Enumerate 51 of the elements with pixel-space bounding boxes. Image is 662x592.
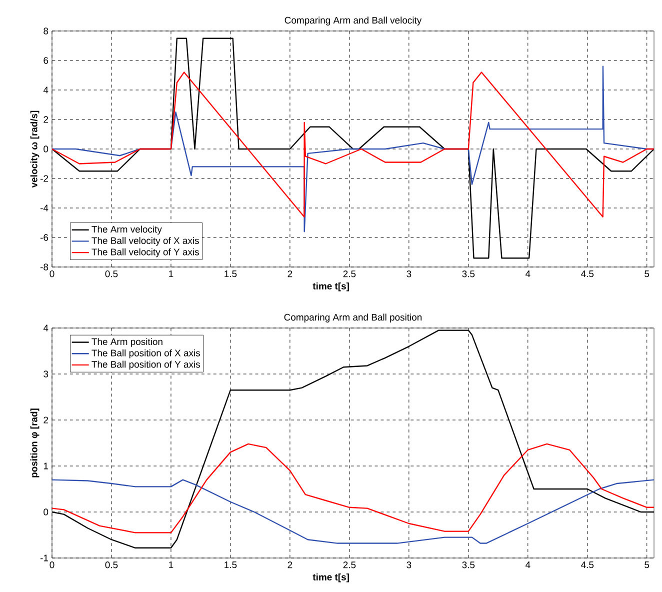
y-tick-label: 6 bbox=[44, 57, 48, 64]
x-tick-label: 4 bbox=[525, 562, 530, 568]
legend-label: The Arm velocity bbox=[92, 226, 162, 235]
x-tick-label: 4 bbox=[525, 270, 530, 278]
legend-label: The Arm position bbox=[92, 338, 162, 347]
x-tick-label: 1.5 bbox=[224, 270, 237, 278]
x-tick-label: 3.5 bbox=[462, 270, 475, 278]
y-tick-label: 2 bbox=[44, 416, 48, 424]
y-axis-title: velocity ω [rad/s] bbox=[30, 110, 40, 188]
line-series bbox=[52, 479, 654, 544]
y-tick-label: 1 bbox=[44, 462, 48, 470]
chart-title: Comparing Arm and Ball position bbox=[284, 314, 422, 322]
y-tick-label: 3 bbox=[44, 370, 48, 378]
chart-title: Comparing Arm and Ball velocity bbox=[284, 16, 422, 26]
x-tick-label: 0.5 bbox=[105, 270, 118, 278]
line-series bbox=[52, 443, 654, 534]
x-axis-title: time t[s] bbox=[312, 282, 349, 292]
y-tick-label: -1 bbox=[40, 554, 48, 562]
y-tick-label: 2 bbox=[44, 116, 48, 123]
x-tick-label: 2 bbox=[288, 270, 292, 278]
y-tick-label: -2 bbox=[40, 175, 48, 182]
x-tick-label: 1 bbox=[169, 270, 174, 278]
y-axis-title: position φ [rad] bbox=[30, 408, 40, 478]
x-tick-label: 5 bbox=[644, 270, 650, 278]
y-tick-label: -6 bbox=[40, 234, 48, 241]
x-tick-label: 0.5 bbox=[105, 562, 118, 568]
legend-label: The Ball velocity of Y axis bbox=[92, 248, 199, 258]
y-tick-label: 4 bbox=[43, 324, 48, 332]
x-tick-label: 3 bbox=[406, 270, 412, 278]
legend-label: The Ball velocity of X axis bbox=[92, 237, 199, 246]
y-tick-label: 0 bbox=[44, 146, 48, 152]
y-tick-label: 8 bbox=[44, 28, 48, 34]
y-tick-label: 4 bbox=[43, 86, 48, 94]
x-tick-label: 1 bbox=[169, 562, 174, 568]
x-tick-label: 4.5 bbox=[581, 562, 594, 568]
x-tick-label: 3.5 bbox=[462, 562, 475, 568]
y-tick-label: -4 bbox=[40, 204, 48, 212]
x-tick-label: 0 bbox=[50, 270, 54, 278]
y-tick-label: 0 bbox=[44, 508, 48, 516]
x-tick-label: 4.5 bbox=[581, 270, 594, 278]
x-tick-label: 2.5 bbox=[343, 270, 356, 278]
x-tick-label: 2 bbox=[288, 562, 292, 568]
y-tick-label: -8 bbox=[40, 264, 48, 270]
x-tick-label: 3 bbox=[406, 562, 412, 568]
x-axis-title: time t[s] bbox=[312, 573, 349, 582]
x-tick-label: 5 bbox=[644, 562, 650, 568]
x-tick-label: 1.5 bbox=[224, 562, 237, 568]
legend-label: The Ball position of Y axis bbox=[92, 360, 200, 370]
x-tick-label: 2.5 bbox=[343, 562, 356, 568]
x-tick-label: 0 bbox=[50, 562, 54, 568]
legend-label: The Ball position of X axis bbox=[92, 349, 200, 358]
